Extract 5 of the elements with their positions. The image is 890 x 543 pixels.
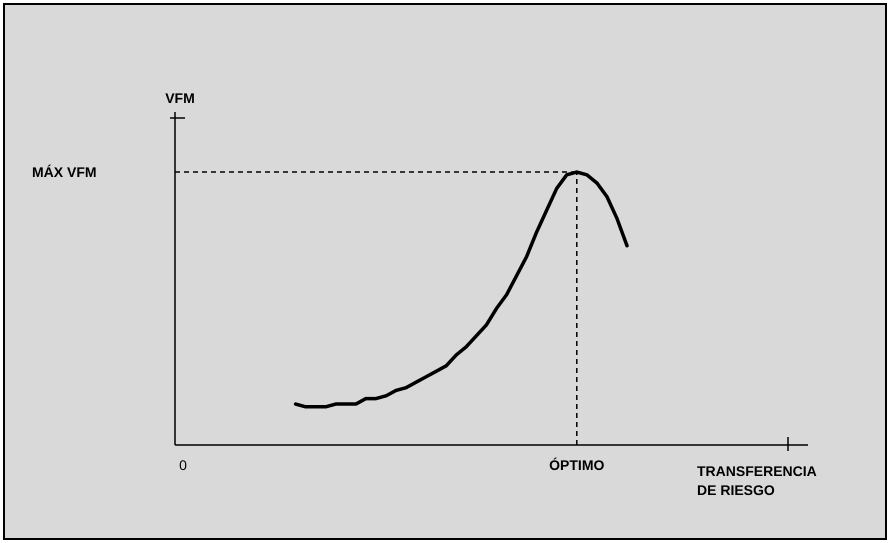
text: MÁX VFM xyxy=(32,164,97,180)
text: 0 xyxy=(179,457,188,473)
x-axis-title: TRANSFERENCIA DE RIESGO xyxy=(697,463,817,498)
text: VFM xyxy=(165,90,195,106)
text: ÓPTIMO xyxy=(549,457,604,473)
